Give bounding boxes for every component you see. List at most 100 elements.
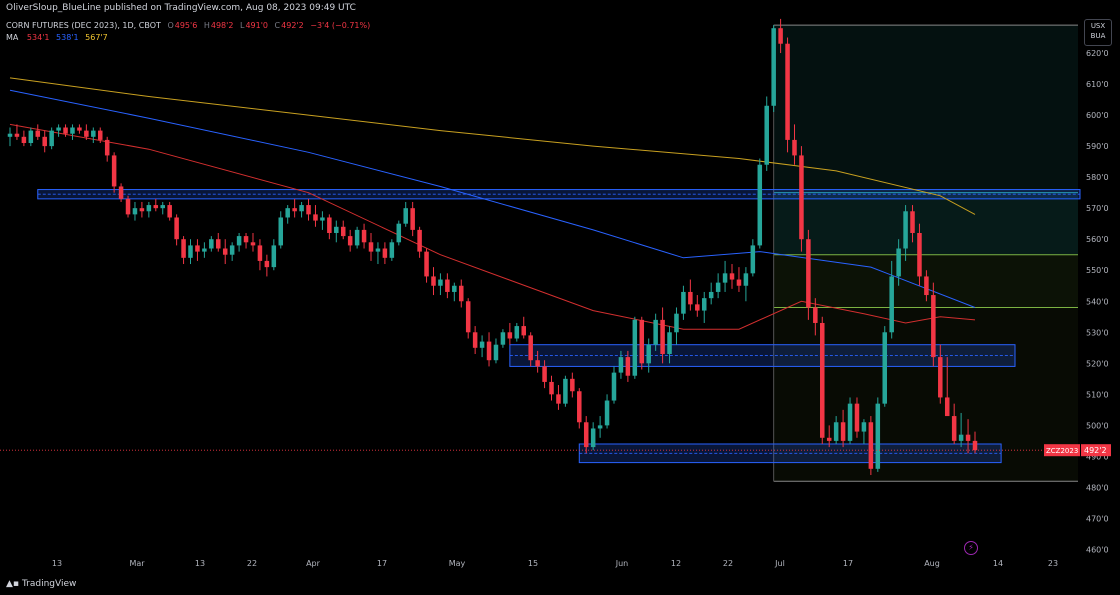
candle-body [549, 381, 554, 395]
unit-label: BUA [1090, 32, 1106, 40]
time-tick-label: 12 [671, 559, 681, 568]
candle-body [715, 282, 721, 292]
ma-legend[interactable]: MA 534'1 538'1 567'7 [6, 33, 108, 42]
candle-body [7, 133, 13, 137]
candle-body [153, 205, 159, 209]
high-label: H [203, 21, 210, 30]
time-tick-label: May [449, 559, 466, 568]
candle-body [806, 239, 811, 308]
time-tick-label: 15 [528, 559, 538, 568]
candle-body [938, 357, 943, 398]
candle-body [708, 291, 714, 299]
candle-body [91, 130, 96, 137]
candle-body [417, 229, 422, 252]
candle-body [229, 245, 235, 255]
time-tick-label: Jun [615, 559, 629, 568]
candle-body [21, 136, 27, 144]
candle-body [250, 242, 256, 246]
candle-body [195, 245, 200, 252]
lightning-icon[interactable]: ⚡ [964, 541, 978, 555]
candle-body [264, 260, 270, 268]
candle-body [528, 335, 533, 361]
candle-body [146, 205, 152, 212]
candle-body [944, 397, 950, 417]
candle-body [14, 133, 20, 137]
candle-body [667, 332, 672, 355]
candle-body [771, 28, 776, 106]
last-price-badge [1081, 444, 1111, 457]
candle-body [757, 164, 763, 246]
candle-body [139, 208, 145, 212]
candle-body [174, 217, 179, 240]
brand-name: TradingView [22, 579, 77, 589]
tv-logo-icon: ▲▪ [6, 579, 20, 589]
candle-body [354, 229, 360, 246]
candle-body [785, 43, 790, 140]
candle-body [896, 248, 901, 277]
candle-body [216, 239, 221, 249]
candle-body [63, 127, 68, 134]
candle-body [965, 434, 971, 441]
symbol-title[interactable]: CORN FUTURES (DEC 2023), 1D, CBOT [6, 21, 161, 30]
candle-body [35, 130, 41, 137]
candle-body [792, 139, 797, 156]
close-label: C [274, 21, 281, 30]
high-value: 498'2 [210, 21, 234, 30]
candle-body [340, 226, 346, 237]
candle-body [695, 304, 700, 311]
candle-body [854, 403, 860, 432]
price-tick-label: 540'0 [1086, 297, 1109, 306]
candle-body [868, 422, 874, 469]
candle-body [597, 425, 603, 429]
close-value: 492'2 [281, 21, 304, 30]
candle-body [42, 136, 47, 147]
price-tick-label: 570'0 [1086, 204, 1109, 213]
candle-body [77, 127, 82, 131]
price-tick-label: 580'0 [1086, 173, 1109, 182]
price-tick-label: 480'0 [1086, 483, 1109, 492]
candle-body [958, 434, 964, 441]
candle-body [347, 236, 353, 246]
candle-body [49, 130, 54, 147]
time-tick-label: 22 [247, 559, 257, 568]
candle-body [285, 208, 290, 218]
candle-body [389, 242, 395, 258]
ma-mid-line [9, 89, 976, 308]
price-tick-label: 490'0 [1086, 452, 1109, 461]
price-tick-label: 560'0 [1086, 235, 1109, 244]
candle-body [125, 198, 131, 215]
candle-body [486, 341, 492, 361]
candle-body [563, 378, 568, 404]
candle-body [28, 130, 34, 144]
price-tick-label: 520'0 [1086, 359, 1109, 368]
footer-brand[interactable]: ▲▪ TradingView [6, 579, 76, 589]
candle-body [570, 378, 575, 392]
candle-body [271, 245, 277, 268]
candle-body [299, 205, 304, 212]
candle-body [438, 279, 443, 286]
fib-band [773, 25, 1078, 193]
candle-body [736, 279, 742, 286]
currency-unit-button[interactable]: USX BUA [1084, 19, 1112, 46]
candle-body [924, 276, 929, 296]
candle-body [375, 248, 381, 252]
time-tick-label: Apr [306, 559, 321, 568]
candle-body [688, 291, 693, 305]
candle-body [118, 186, 124, 199]
candle-body [431, 276, 436, 286]
candle-body [847, 403, 853, 441]
candle-body [410, 208, 415, 230]
candle-body [132, 208, 138, 215]
candle-body [452, 285, 457, 292]
ma-short-value: 534'1 [26, 33, 50, 42]
candle-body [70, 127, 75, 134]
candle-body [840, 422, 846, 441]
candle-body [500, 332, 506, 345]
candle-body [743, 273, 749, 286]
candle-body [750, 245, 756, 274]
candle-body [972, 440, 978, 451]
candle-body [653, 319, 658, 345]
candle-body [625, 357, 631, 376]
publisher-line: OliverSloup_BlueLine published on Tradin… [6, 3, 356, 13]
